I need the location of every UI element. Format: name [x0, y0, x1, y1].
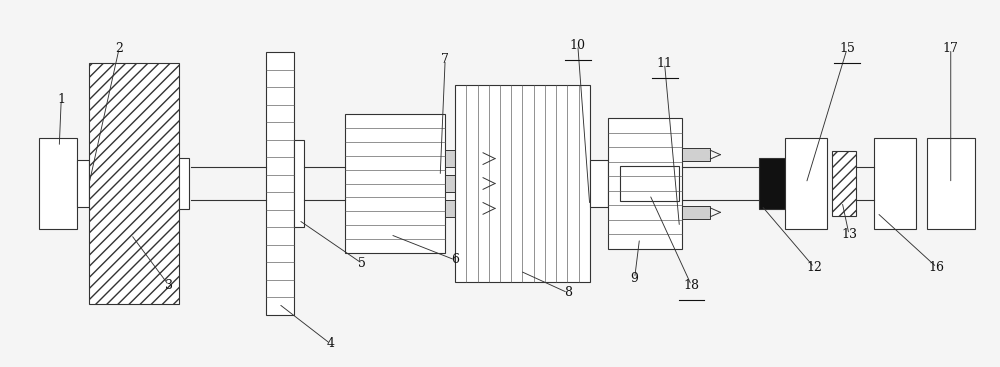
Text: 18: 18 [683, 279, 699, 292]
Bar [39, 138, 77, 229]
Text: 16: 16 [929, 261, 945, 274]
Bar [455, 85, 590, 282]
Text: 9: 9 [631, 272, 639, 285]
Bar [445, 175, 483, 192]
Text: 4: 4 [326, 337, 334, 350]
Bar [874, 138, 916, 229]
Bar [927, 138, 975, 229]
Text: 2: 2 [115, 42, 123, 55]
Text: 6: 6 [451, 254, 459, 266]
Bar [77, 160, 89, 207]
Text: 1: 1 [57, 93, 65, 106]
Text: 8: 8 [564, 286, 572, 299]
Text: 5: 5 [358, 257, 366, 270]
Text: 17: 17 [943, 42, 959, 55]
Text: 7: 7 [441, 53, 449, 66]
Bar [445, 150, 483, 167]
Bar [445, 200, 483, 217]
Bar [179, 158, 189, 209]
Bar [759, 158, 785, 209]
Bar [266, 52, 294, 315]
Bar [590, 160, 608, 207]
Bar [682, 206, 710, 219]
Text: 10: 10 [570, 39, 586, 52]
Text: 15: 15 [839, 42, 855, 55]
Bar [620, 166, 679, 201]
Text: 11: 11 [657, 57, 673, 70]
Bar [345, 114, 445, 253]
Bar [294, 140, 304, 227]
Bar [89, 63, 179, 304]
Bar [682, 148, 710, 161]
Text: 13: 13 [841, 228, 857, 241]
Bar [785, 138, 827, 229]
Bar [608, 118, 682, 249]
Text: 3: 3 [165, 279, 173, 292]
Text: 12: 12 [806, 261, 822, 274]
Bar [832, 151, 856, 216]
